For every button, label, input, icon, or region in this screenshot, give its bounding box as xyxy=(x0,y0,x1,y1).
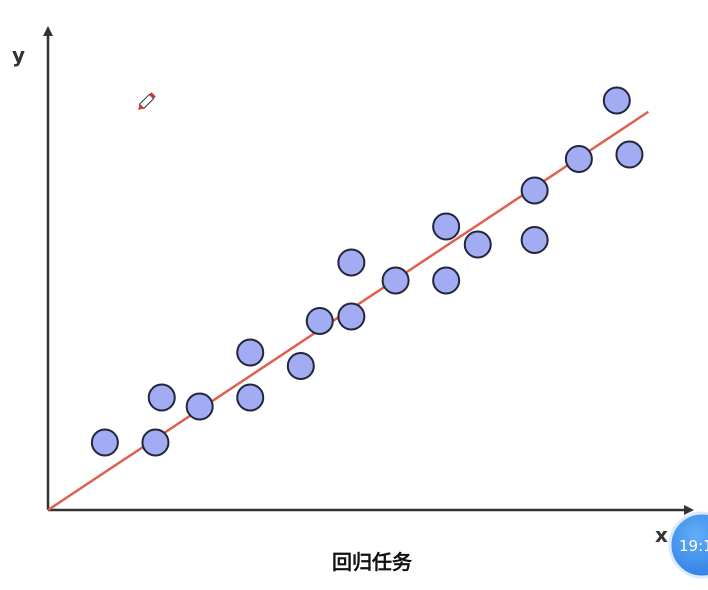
data-point xyxy=(432,212,461,241)
data-point xyxy=(520,176,549,205)
data-point xyxy=(432,266,461,295)
data-points xyxy=(90,86,644,457)
data-point xyxy=(337,302,366,331)
data-point xyxy=(236,383,265,412)
chart-title: 回归任务 xyxy=(332,550,413,574)
data-point xyxy=(463,230,492,259)
data-point xyxy=(236,338,265,367)
data-point xyxy=(305,307,334,335)
data-point xyxy=(520,226,549,254)
data-point xyxy=(615,140,644,169)
data-point xyxy=(147,383,176,412)
y-axis-label: y xyxy=(12,43,25,67)
clock-widget[interactable]: 19:1 xyxy=(668,511,708,579)
data-point xyxy=(90,428,119,457)
data-point xyxy=(141,428,170,457)
data-point xyxy=(602,86,631,115)
data-point xyxy=(185,392,214,421)
data-point xyxy=(381,266,410,295)
pen-cursor-icon xyxy=(138,92,156,110)
data-point xyxy=(564,145,593,173)
data-point xyxy=(337,248,366,277)
data-point xyxy=(286,352,315,380)
clock-time: 19:1 xyxy=(679,537,708,555)
x-axis-label: x xyxy=(655,523,668,547)
